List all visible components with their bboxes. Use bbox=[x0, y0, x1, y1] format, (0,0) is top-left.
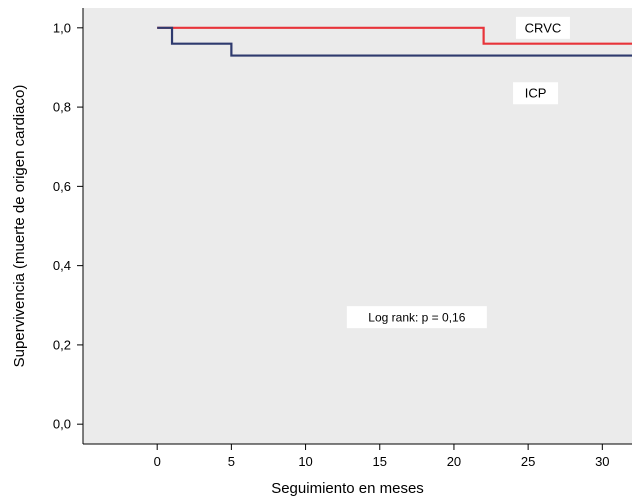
series-line-icp bbox=[157, 26, 632, 57]
y-tick-label: 0,0 bbox=[53, 417, 71, 432]
series-label-crvc: CRVC bbox=[515, 16, 570, 39]
x-tick-label: 5 bbox=[228, 454, 235, 469]
y-tick-label: 0,4 bbox=[53, 258, 71, 273]
labels-layer: CRVC ICP Log rank: p = 0,16 bbox=[346, 16, 570, 329]
series-label-box bbox=[515, 16, 570, 39]
x-tick-label: 25 bbox=[521, 454, 535, 469]
y-axis-title: Supervivencia (muerte de origen cardiaco… bbox=[11, 85, 28, 368]
series-label-text: CRVC bbox=[525, 20, 562, 35]
x-axis-ticks: 0 5 10 15 20 25 30 bbox=[154, 444, 610, 469]
annotation-text: Log rank: p = 0,16 bbox=[368, 311, 465, 325]
y-tick-label: 0,8 bbox=[53, 100, 71, 115]
series-label-text: ICP bbox=[525, 86, 547, 101]
x-axis-title: Seguimiento en meses bbox=[271, 480, 424, 497]
y-tick-label: 1,0 bbox=[53, 20, 71, 35]
plot-background bbox=[83, 8, 632, 444]
x-tick-label: 30 bbox=[595, 454, 609, 469]
annotation-box bbox=[346, 306, 487, 329]
series-label-box bbox=[513, 82, 559, 105]
series-line-crvc bbox=[157, 26, 632, 45]
y-tick-label: 0,2 bbox=[53, 337, 71, 352]
y-tick-label: 0,6 bbox=[53, 179, 71, 194]
y-axis-ticks: 0,0 0,2 0,4 0,6 0,8 1,0 bbox=[53, 20, 83, 432]
x-tick-label: 0 bbox=[154, 454, 161, 469]
x-tick-label: 15 bbox=[373, 454, 387, 469]
log-rank-annotation: Log rank: p = 0,16 bbox=[346, 306, 487, 329]
series-layer bbox=[157, 26, 632, 57]
series-label-icp: ICP bbox=[513, 82, 559, 105]
x-tick-label: 20 bbox=[447, 454, 461, 469]
x-tick-label: 10 bbox=[298, 454, 312, 469]
